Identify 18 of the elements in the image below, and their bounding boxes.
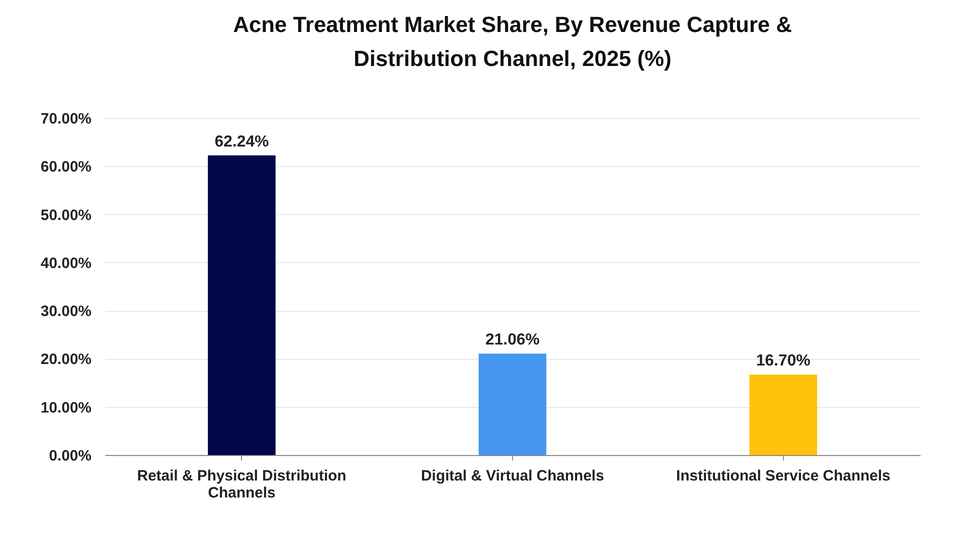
x-tick-label: Retail & Physical Distribution Channels — [137, 468, 346, 502]
data-label: 62.24% — [214, 133, 269, 150]
y-tick-label: 40.00% — [40, 254, 92, 272]
y-tick-label: 50.00% — [40, 206, 92, 224]
bar — [208, 155, 276, 455]
y-tick-label: 0.00% — [48, 448, 92, 464]
y-tick-label: 30.00% — [40, 303, 92, 320]
x-tick-label: Institutional Service Channels — [676, 468, 890, 484]
data-label: 21.06% — [485, 332, 540, 349]
data-label: 16.70% — [756, 352, 810, 370]
x-tick-label: Digital & Virtual Channels — [420, 468, 604, 484]
y-tick-label: 10.00% — [40, 399, 92, 416]
chart-title: Acne Treatment Market Share, By Revenue Capture & Distribution Channel, 2025 (%) — [233, 12, 792, 71]
y-tick-label: 70.00% — [40, 110, 92, 128]
y-tick-label: 20.00% — [40, 351, 92, 368]
y-tick-label: 60.00% — [40, 158, 92, 176]
bar — [749, 374, 818, 455]
bar — [478, 354, 546, 455]
